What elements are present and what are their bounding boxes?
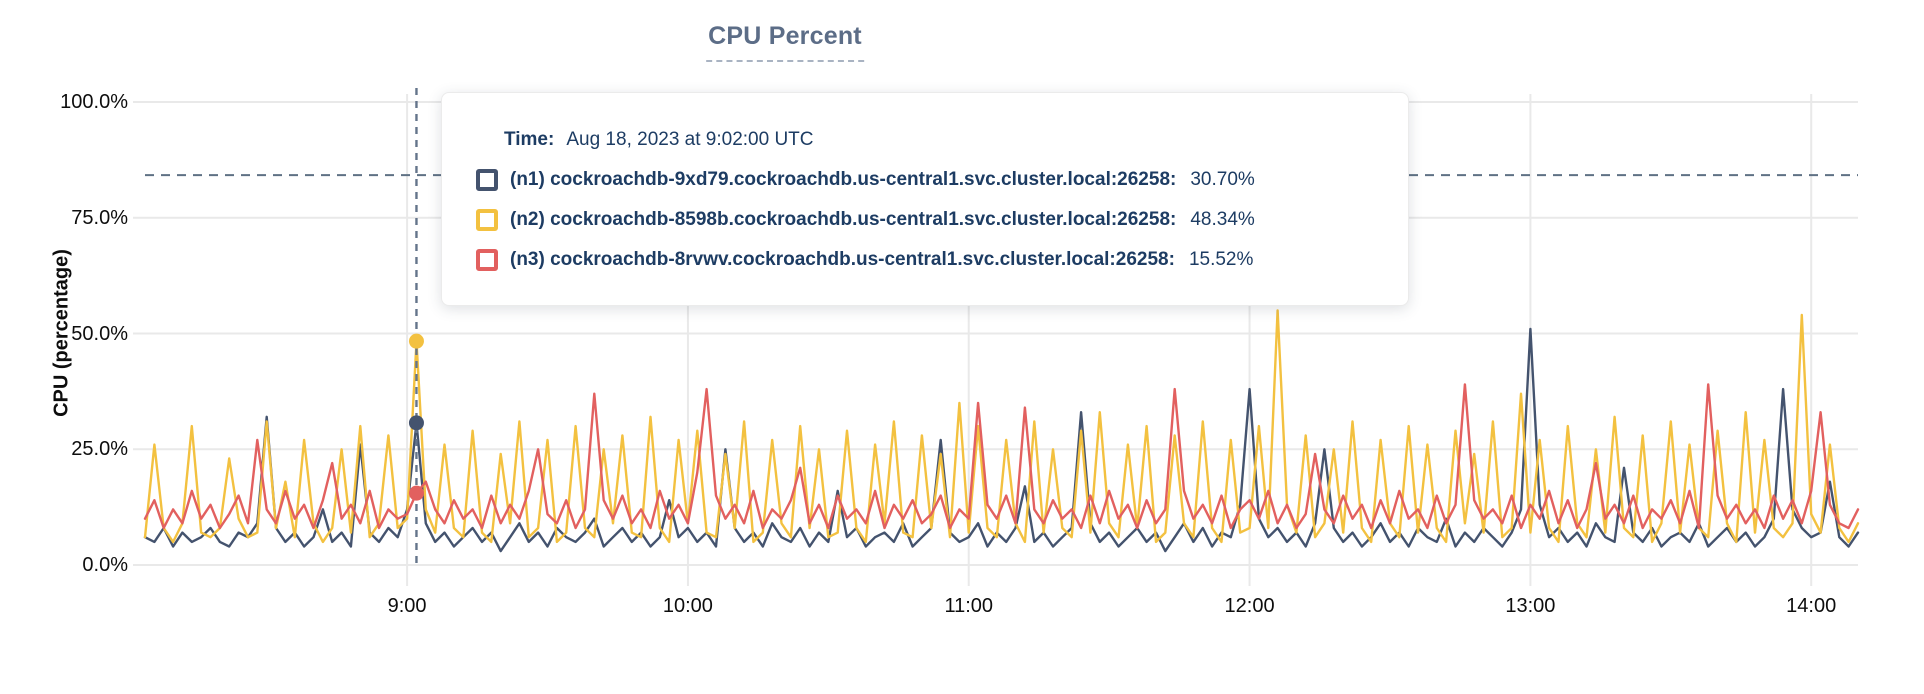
x-axis-tick-10: 10:00 [662, 595, 713, 617]
tooltip-time-label: Time: [504, 129, 555, 150]
n3-series-swatch-icon [476, 249, 498, 271]
x-axis-tick-14: 14:00 [1786, 595, 1837, 617]
n1-series-value: 30.70% [1190, 169, 1255, 190]
n1-series-name: (n1) cockroachdb-9xd79.cockroachdb.us-ce… [510, 169, 1177, 190]
y-axis-tick-0: 0.0% [82, 554, 128, 576]
tooltip-time-row: Time: Aug 18, 2023 at 9:02:00 UTC [504, 129, 1374, 151]
tooltip-series-row-n2: (n2) cockroachdb-8598b.cockroachdb.us-ce… [476, 209, 1374, 231]
n2-series-value: 48.34% [1190, 209, 1255, 230]
series-line-n3 [143, 383, 1860, 530]
n3-series-name: (n3) cockroachdb-8rvwv.cockroachdb.us-ce… [510, 249, 1175, 270]
chart-title: CPU Percent [706, 22, 864, 62]
y-axis-tick-25: 25.0% [71, 438, 128, 461]
tooltip-time-value: Aug 18, 2023 at 9:02:00 UTC [566, 129, 814, 150]
series-line-n2 [143, 309, 1860, 544]
hover-dot-n1 [408, 415, 424, 431]
tooltip-series-row-n3: (n3) cockroachdb-8rvwv.cockroachdb.us-ce… [476, 249, 1374, 271]
tooltip-series-row-n1: (n1) cockroachdb-9xd79.cockroachdb.us-ce… [476, 169, 1374, 191]
x-axis-tick-9: 9:00 [387, 595, 427, 617]
x-axis-tick-11: 11:00 [944, 595, 994, 617]
n3-series-value: 15.52% [1188, 249, 1254, 270]
hover-tooltip: Time: Aug 18, 2023 at 9:02:00 UTC (n1) co… [441, 92, 1409, 306]
n2-series-swatch-icon [476, 209, 498, 231]
x-axis-tick-12: 12:00 [1224, 595, 1275, 617]
hover-dot-n2 [408, 333, 424, 349]
y-axis-tick-75: 75.0% [71, 206, 128, 229]
n1-series-swatch-icon [476, 169, 498, 191]
series-line-n1 [143, 327, 1860, 553]
x-axis-tick-13: 13:00 [1505, 595, 1556, 617]
n2-series-name: (n2) cockroachdb-8598b.cockroachdb.us-ce… [510, 209, 1177, 230]
hover-dot-n3 [408, 485, 424, 501]
y-axis-tick-100: 100.0% [60, 91, 128, 113]
y-axis-tick-50: 50.0% [71, 322, 128, 345]
